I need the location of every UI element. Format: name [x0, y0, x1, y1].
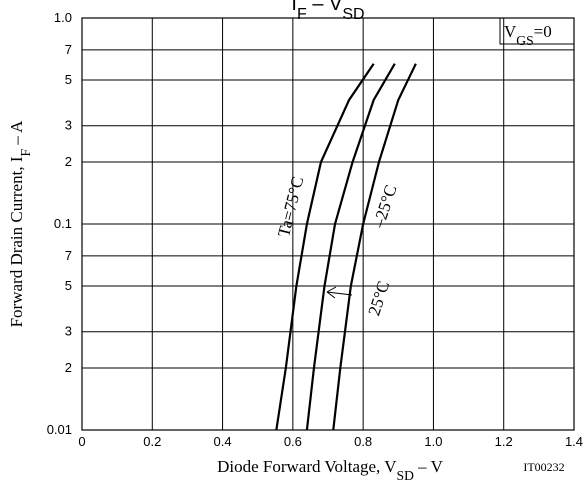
subscript: SD: [342, 6, 364, 23]
y-tick-label: 2: [65, 154, 72, 169]
y-tick-label: 5: [65, 278, 72, 293]
subscript: F: [297, 6, 307, 23]
x-tick-label: 0.8: [354, 434, 372, 449]
x-axis-label: Diode Forward Voltage, VSD – V: [217, 457, 444, 480]
text-part: – V: [307, 0, 343, 15]
curve-label: Ta=75°C: [274, 175, 307, 239]
y-tick-label: 3: [65, 118, 72, 133]
curve-label: 25°C: [364, 279, 393, 318]
y-tick-label: 3: [65, 324, 72, 339]
subscript: F: [18, 149, 33, 157]
plot-frame: [81, 17, 575, 431]
text-part: – A: [7, 120, 26, 149]
x-tick-label: 1.4: [565, 434, 583, 449]
curve: [332, 63, 417, 431]
text-part: Diode Forward Voltage, V: [217, 457, 397, 476]
y-tick-label: 2: [65, 360, 72, 375]
y-tick-label: 0.01: [47, 422, 72, 437]
y-tick-label: 1.0: [54, 10, 72, 25]
x-tick-label: 1.0: [424, 434, 442, 449]
text-part: – V: [414, 457, 444, 476]
x-tick-label: 0.4: [214, 434, 232, 449]
y-tick-label: 7: [65, 248, 72, 263]
x-tick-label: 0.6: [284, 434, 302, 449]
x-tick-label: 0.2: [143, 434, 161, 449]
condition-label: VGS=0: [504, 22, 552, 48]
text-part: Forward Drain Current, I: [7, 156, 26, 327]
y-tick-label: 5: [65, 72, 72, 87]
condition-box: [499, 18, 574, 45]
y-tick-label: 0.1: [54, 216, 72, 231]
text-part: =0: [534, 22, 552, 41]
y-tick-label: 7: [65, 42, 72, 57]
y-axis-label: Forward Drain Current, IF – A: [7, 120, 33, 328]
curve: [275, 63, 375, 431]
text-part: V: [504, 22, 517, 41]
x-tick-label: 0: [78, 434, 85, 449]
subscript: GS: [516, 33, 533, 48]
subscript: SD: [397, 468, 415, 480]
x-tick-label: 1.2: [495, 434, 513, 449]
curve: [305, 63, 396, 431]
text-part: I: [291, 0, 297, 15]
arrow: [326, 286, 353, 299]
figure-code: IT00232: [523, 460, 564, 474]
chart-title: IF – VSD: [291, 0, 364, 23]
